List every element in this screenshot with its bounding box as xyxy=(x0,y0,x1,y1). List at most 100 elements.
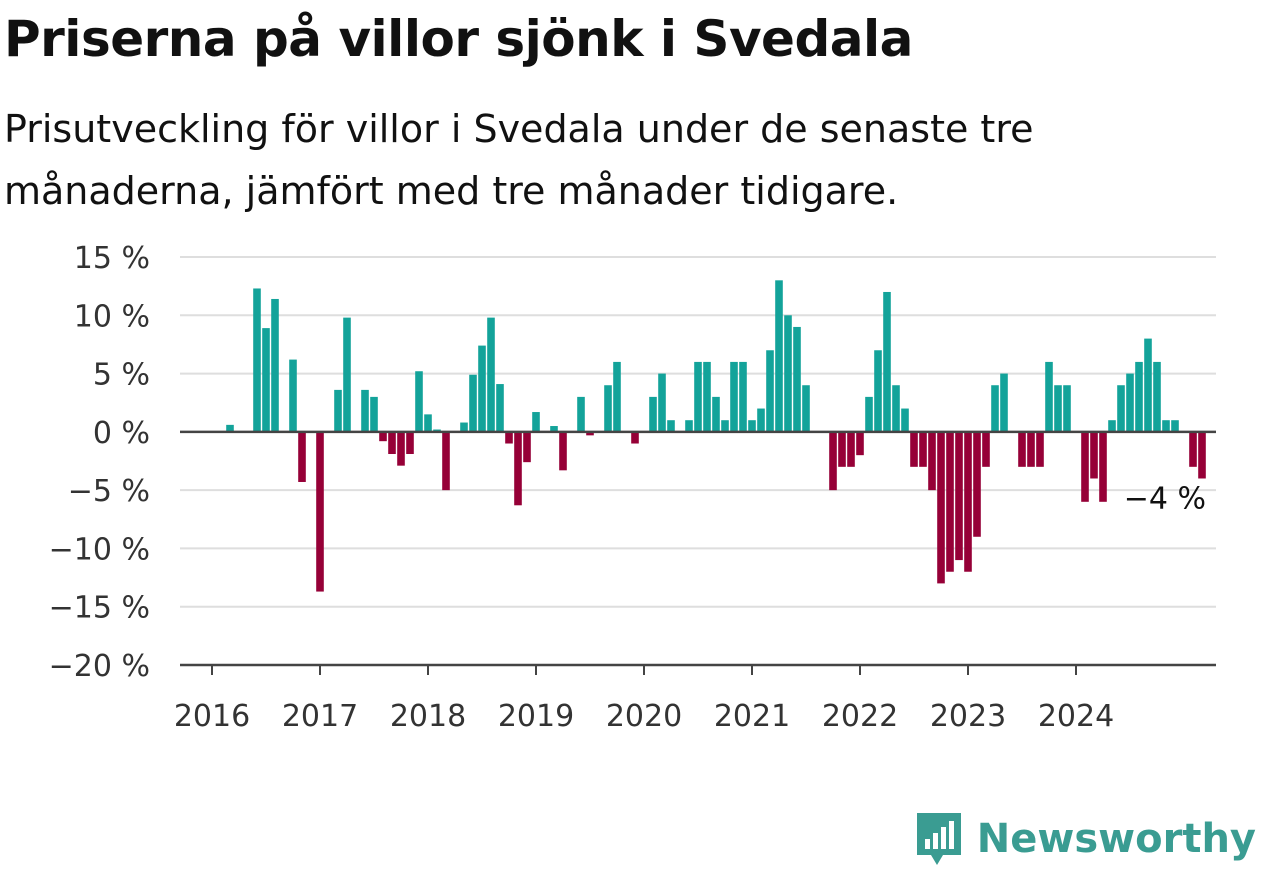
bar xyxy=(550,426,558,432)
bar xyxy=(370,396,378,432)
bar xyxy=(865,396,873,432)
chart-subtitle: Prisutveckling för villor i Svedala unde… xyxy=(4,107,1034,213)
bar xyxy=(766,350,774,432)
bar xyxy=(586,431,594,436)
bar xyxy=(937,431,945,584)
x-tick-label: 2022 xyxy=(822,699,898,734)
bar xyxy=(1027,431,1035,467)
bar xyxy=(577,396,585,432)
bar xyxy=(964,431,972,572)
latest-value-label: −4 % xyxy=(1124,481,1206,516)
y-tick-label: 10 % xyxy=(74,299,150,334)
bar xyxy=(901,408,909,432)
x-tick-label: 2018 xyxy=(390,699,466,734)
bar xyxy=(1063,385,1071,432)
bar xyxy=(631,431,639,444)
x-tick-label: 2024 xyxy=(1038,699,1114,734)
x-tick-label: 2023 xyxy=(930,699,1006,734)
bar xyxy=(829,431,837,491)
bar xyxy=(793,326,801,432)
bar xyxy=(334,389,342,432)
bar xyxy=(1153,361,1161,432)
x-tick-label: 2019 xyxy=(498,699,574,734)
bar xyxy=(1018,431,1026,467)
bar xyxy=(739,361,747,432)
bar xyxy=(991,385,999,432)
x-tick-label: 2017 xyxy=(282,699,358,734)
bar xyxy=(415,371,423,432)
bar xyxy=(442,431,450,491)
y-tick-label: −10 % xyxy=(49,532,150,567)
bar xyxy=(1198,431,1206,479)
chart-title: Priserna på villor sjönk i Svedala xyxy=(4,10,913,68)
bar xyxy=(397,431,405,466)
bar xyxy=(514,431,522,506)
bar xyxy=(658,373,666,432)
bar xyxy=(298,431,306,482)
bar xyxy=(379,431,387,442)
bar xyxy=(424,414,432,432)
bar xyxy=(1099,431,1107,502)
newsworthy-logo-icon xyxy=(916,813,961,865)
bar xyxy=(343,317,351,432)
bar xyxy=(694,361,702,432)
bar xyxy=(784,315,792,432)
bar xyxy=(874,350,882,432)
bar xyxy=(226,424,234,432)
bar xyxy=(388,431,396,455)
bar xyxy=(892,385,900,432)
y-tick-label: 15 % xyxy=(74,241,150,276)
bar xyxy=(1144,338,1152,432)
bar xyxy=(1036,431,1044,467)
newsworthy-logo: Newsworthy xyxy=(913,809,1256,869)
bar xyxy=(523,431,531,463)
bar xyxy=(289,359,297,432)
bar xyxy=(649,396,657,432)
bar xyxy=(460,422,468,432)
bar xyxy=(316,431,324,592)
y-tick-label: −20 % xyxy=(49,649,150,684)
bar xyxy=(271,298,279,432)
bar xyxy=(721,420,729,432)
bar xyxy=(604,385,612,432)
bar xyxy=(946,431,954,572)
bar xyxy=(505,431,513,444)
bar xyxy=(532,412,540,432)
bar xyxy=(487,317,495,432)
y-tick-label: −15 % xyxy=(49,591,150,626)
bar xyxy=(613,361,621,432)
bar xyxy=(928,431,936,491)
bar xyxy=(1162,420,1170,432)
bar xyxy=(730,361,738,432)
bar xyxy=(1135,361,1143,432)
bar xyxy=(847,431,855,467)
bar xyxy=(496,384,504,432)
bar xyxy=(1117,385,1125,432)
bar xyxy=(955,431,963,561)
bar xyxy=(1090,431,1098,479)
bar xyxy=(757,408,765,432)
bar xyxy=(1045,361,1053,432)
bar xyxy=(685,420,693,432)
x-tick-label: 2020 xyxy=(606,699,682,734)
bar xyxy=(775,280,783,432)
x-tick-label: 2016 xyxy=(174,699,250,734)
bar xyxy=(1189,431,1197,467)
x-tick-label: 2021 xyxy=(714,699,790,734)
bar xyxy=(748,420,756,432)
bar xyxy=(883,291,891,432)
bar xyxy=(703,361,711,432)
bar xyxy=(1000,373,1008,432)
bar xyxy=(856,431,864,456)
bar xyxy=(667,420,675,432)
bar xyxy=(838,431,846,467)
y-tick-label: 0 % xyxy=(93,416,150,451)
bar xyxy=(973,431,981,537)
bar xyxy=(1171,420,1179,432)
bar xyxy=(1108,420,1116,432)
bar xyxy=(1054,385,1062,432)
bar xyxy=(1126,373,1134,432)
bar xyxy=(919,431,927,467)
bar xyxy=(982,431,990,467)
